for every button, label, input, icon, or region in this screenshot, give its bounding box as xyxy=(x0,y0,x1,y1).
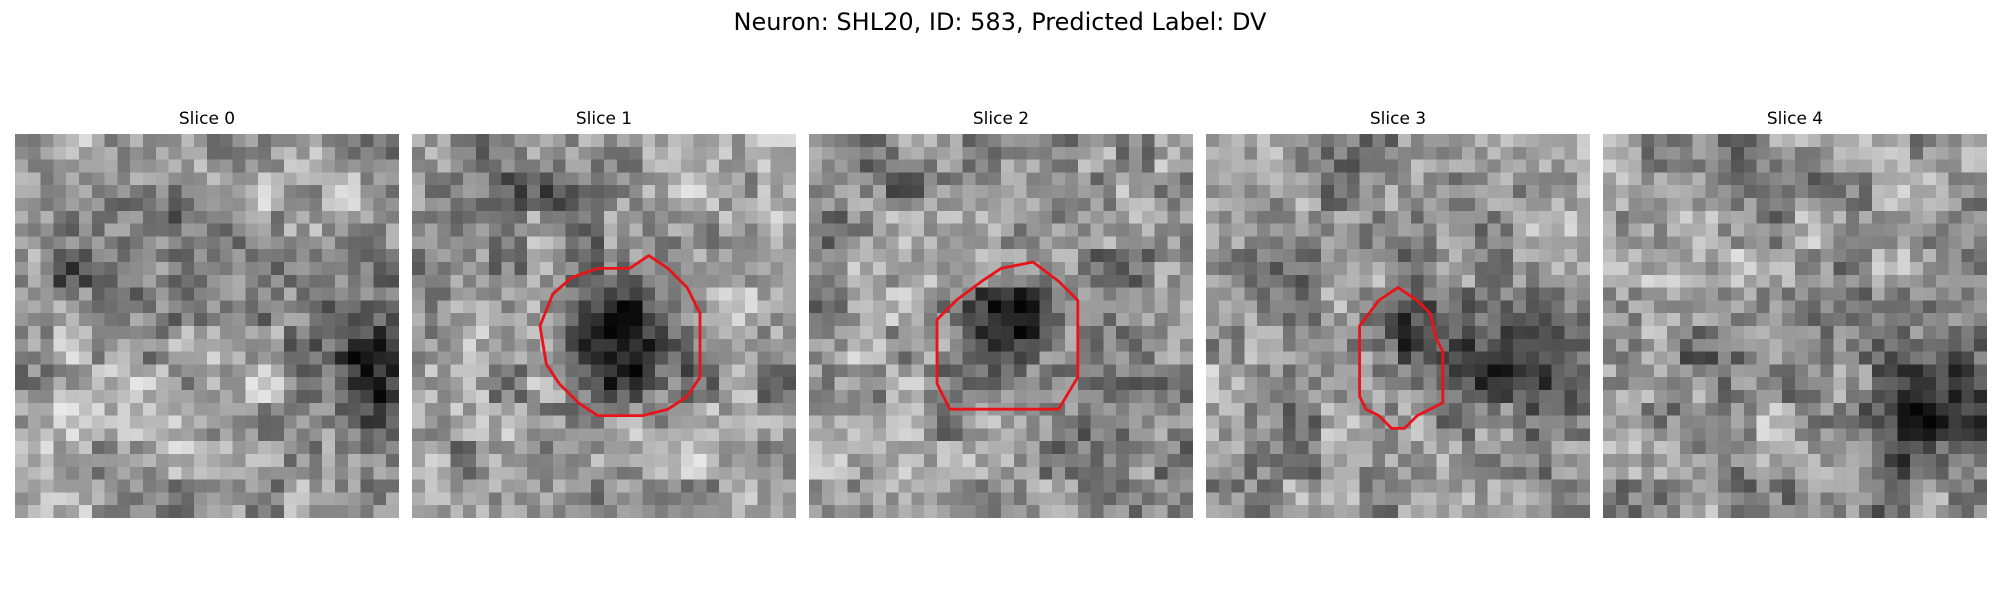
roi-contour xyxy=(538,254,702,418)
slice-title-1: Slice 1 xyxy=(575,109,633,129)
slice-image-4 xyxy=(1603,134,1987,518)
slice-title-4: Slice 4 xyxy=(1766,109,1824,129)
pixel-grid xyxy=(412,134,796,518)
slice-image-2 xyxy=(809,134,1193,518)
pixel-grid xyxy=(15,134,399,518)
slice-title-0: Slice 0 xyxy=(178,109,236,129)
roi-contour xyxy=(935,260,1080,411)
pixel-grid xyxy=(1603,134,1987,518)
roi-contour xyxy=(1358,286,1445,430)
slice-image-0 xyxy=(15,134,399,518)
slice-image-3 xyxy=(1206,134,1590,518)
slice-title-2: Slice 2 xyxy=(972,109,1030,129)
pixel-grid xyxy=(809,134,1193,518)
slice-title-3: Slice 3 xyxy=(1369,109,1427,129)
figure-title: Neuron: SHL20, ID: 583, Predicted Label:… xyxy=(733,8,1267,36)
pixel-grid xyxy=(1206,134,1590,518)
slice-image-1 xyxy=(412,134,796,518)
